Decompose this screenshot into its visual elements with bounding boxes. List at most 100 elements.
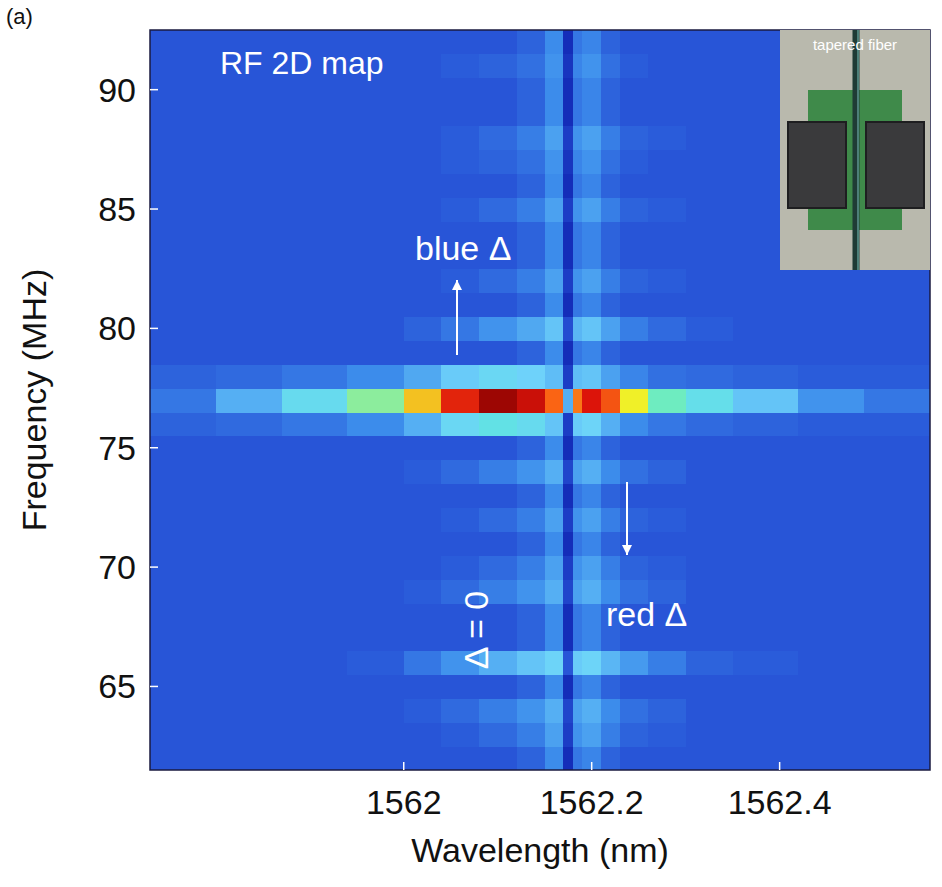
heatmap-cell	[517, 316, 546, 340]
heatmap-cell	[282, 245, 348, 269]
heatmap-cell	[648, 364, 686, 388]
heatmap-cell	[404, 627, 442, 651]
heatmap-cell	[864, 603, 930, 627]
annotation: red Δ	[606, 595, 687, 633]
heatmap-cell	[404, 436, 442, 460]
heatmap-cell	[563, 603, 573, 627]
heatmap-cell	[216, 651, 282, 675]
heatmap-cell	[441, 675, 479, 699]
y-tick	[150, 89, 158, 91]
heatmap-cell	[441, 197, 479, 221]
heatmap-cell	[686, 30, 734, 54]
heatmap-cell	[563, 197, 573, 221]
heatmap-cell	[864, 388, 930, 412]
heatmap-cell	[347, 675, 404, 699]
heatmap-cell	[686, 412, 734, 436]
heatmap-cell	[686, 388, 734, 412]
heatmap-cell	[686, 245, 734, 269]
heatmap-cell	[601, 746, 620, 770]
heatmap-cell	[563, 364, 573, 388]
heatmap-cell	[441, 54, 479, 78]
heatmap-cell	[620, 293, 649, 317]
heatmap-cell	[479, 436, 517, 460]
heatmap-cell	[573, 54, 583, 78]
heatmap-cell	[404, 364, 442, 388]
heatmap-cell	[582, 54, 601, 78]
y-tick	[150, 566, 158, 568]
heatmap-cell	[864, 698, 930, 722]
heatmap-cell	[573, 102, 583, 126]
heatmap-cell	[582, 746, 601, 770]
heatmap-cell	[620, 149, 649, 173]
heatmap-cell	[517, 269, 546, 293]
heatmap-cell	[582, 149, 601, 173]
heatmap-cell	[517, 651, 546, 675]
heatmap-cell	[479, 507, 517, 531]
heatmap-cell	[517, 531, 546, 555]
heatmap-cell	[573, 484, 583, 508]
heatmap-cell	[582, 388, 601, 412]
heatmap-cell	[282, 388, 348, 412]
heatmap-cell	[150, 675, 216, 699]
heatmap-cell	[150, 340, 216, 364]
heatmap-cell	[798, 484, 864, 508]
heatmap-cell	[216, 388, 282, 412]
heatmap-cell	[150, 507, 216, 531]
arrow	[452, 280, 462, 355]
heatmap-cell	[347, 531, 404, 555]
heatmap-cell	[798, 698, 864, 722]
heatmap-cell	[479, 460, 517, 484]
heatmap-cell	[216, 316, 282, 340]
heatmap-cell	[347, 555, 404, 579]
heatmap-cell	[282, 651, 348, 675]
heatmap-cell	[150, 293, 216, 317]
heatmap-cell	[545, 555, 564, 579]
heatmap-cell	[686, 364, 734, 388]
heatmap-cell	[582, 531, 601, 555]
heatmap-cell	[347, 364, 404, 388]
heatmap-cell	[620, 388, 649, 412]
heatmap-cell	[563, 579, 573, 603]
heatmap-cell	[282, 722, 348, 746]
heatmap-cell	[216, 245, 282, 269]
plot-frame	[150, 30, 930, 770]
heatmap-cell	[216, 507, 282, 531]
heatmap-cell	[441, 364, 479, 388]
heatmap-cell	[648, 245, 686, 269]
heatmap-cell	[648, 675, 686, 699]
heatmap-cell	[404, 555, 442, 579]
x-tick-label: 1562.4	[728, 783, 832, 821]
heatmap-cell	[733, 340, 799, 364]
heatmap-cell	[545, 293, 564, 317]
heatmap-cell	[573, 78, 583, 102]
heatmap-cell	[798, 627, 864, 651]
y-tick-label: 75	[98, 429, 136, 467]
y-tick	[150, 447, 158, 449]
heatmap-cell	[601, 675, 620, 699]
heatmap-cell	[573, 531, 583, 555]
heatmap-cell	[517, 555, 546, 579]
heatmap-cell	[545, 316, 564, 340]
heatmap-cell	[648, 698, 686, 722]
x-tick-label: 1562	[366, 783, 442, 821]
heatmap-cell	[150, 698, 216, 722]
heatmap-cell	[798, 507, 864, 531]
heatmap-cell	[601, 30, 620, 54]
heatmap-cell	[404, 651, 442, 675]
heatmap-cell	[582, 78, 601, 102]
heatmap-cell	[479, 316, 517, 340]
heatmap-cell	[404, 388, 442, 412]
heatmap-cell	[216, 197, 282, 221]
heatmap-cell	[545, 54, 564, 78]
heatmap-cell	[545, 173, 564, 197]
heatmap-cell	[601, 197, 620, 221]
heatmap-cell	[563, 149, 573, 173]
heatmap-cell	[620, 316, 649, 340]
heatmap-cell	[479, 698, 517, 722]
heatmap-cell	[441, 293, 479, 317]
heatmap-cell	[620, 531, 649, 555]
heatmap-cell	[733, 698, 799, 722]
inset-block	[866, 122, 924, 208]
heatmap-cell	[620, 364, 649, 388]
heatmap-cell	[404, 316, 442, 340]
